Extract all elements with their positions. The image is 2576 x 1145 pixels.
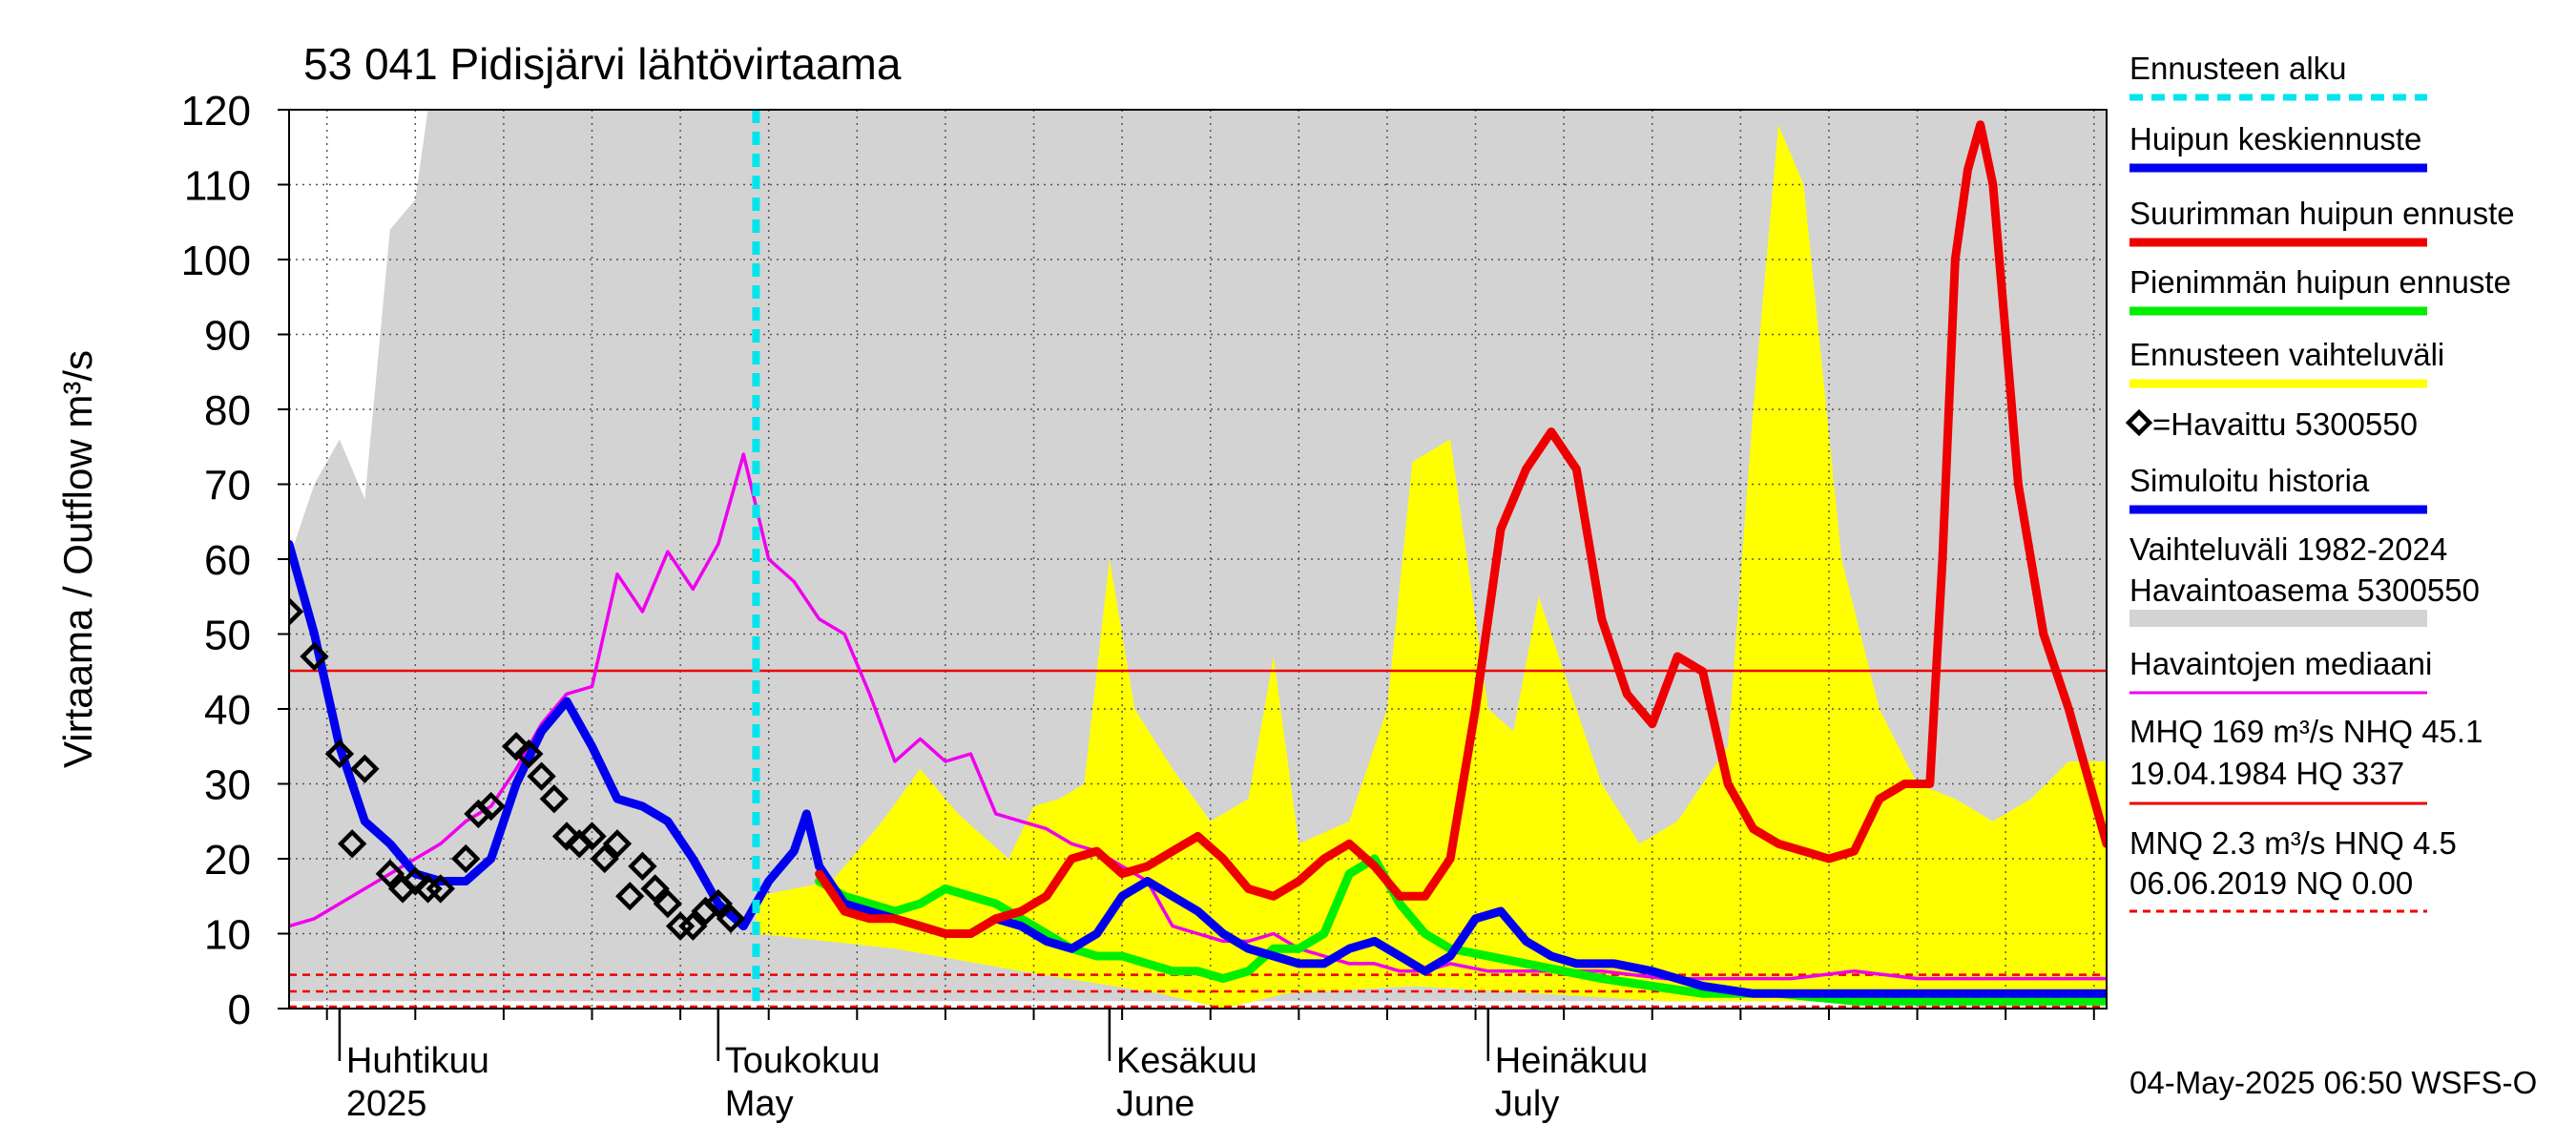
observed-point bbox=[678, 911, 708, 941]
observed-point bbox=[615, 882, 645, 911]
y-tick-label: 60 bbox=[204, 537, 251, 584]
legend-item: Pienimmän huipun ennuste bbox=[2129, 264, 2511, 316]
observed-point bbox=[476, 791, 506, 822]
legend-item: Vaihteluväli 1982-2024 bbox=[2129, 531, 2447, 567]
legend-label: Suurimman huipun ennuste bbox=[2129, 196, 2515, 231]
observed-point bbox=[602, 829, 633, 859]
legend-item: MHQ 169 m³/s NHQ 45.1 bbox=[2129, 714, 2483, 749]
legend-label: Havaintojen mediaani bbox=[2129, 646, 2432, 681]
y-tick-label: 10 bbox=[204, 912, 251, 959]
observed-point bbox=[289, 596, 304, 627]
plot-area bbox=[289, 110, 2107, 1009]
observed-point bbox=[451, 843, 481, 874]
observed-point bbox=[324, 739, 355, 769]
y-tick-label: 0 bbox=[228, 987, 251, 1033]
series-median bbox=[289, 452, 2107, 981]
legend-item: MNQ 2.3 m³/s HNQ 4.5 bbox=[2129, 825, 2457, 861]
series-max-peak bbox=[815, 120, 2107, 938]
y-tick-label: 120 bbox=[181, 88, 251, 135]
y-tick-label: 100 bbox=[181, 238, 251, 284]
legend-item: 06.06.2019 NQ 0.00 bbox=[2129, 865, 2427, 913]
observed-point bbox=[716, 904, 746, 933]
legend-label: MHQ 169 m³/s NHQ 45.1 bbox=[2129, 714, 2483, 749]
y-tick-label: 70 bbox=[204, 463, 251, 510]
legend-label: Ennusteen vaihteluväli bbox=[2129, 337, 2444, 372]
legend-label: Pienimmän huipun ennuste bbox=[2129, 264, 2511, 300]
observed-point bbox=[703, 888, 733, 919]
observed-point bbox=[426, 874, 455, 904]
series-min-peak bbox=[815, 854, 2107, 1006]
observed-point bbox=[539, 784, 569, 814]
observed-point bbox=[577, 822, 607, 851]
legend-label: =Havaittu 5300550 bbox=[2152, 406, 2418, 442]
forecast-range-band bbox=[756, 124, 2107, 1009]
legend-label: 06.06.2019 NQ 0.00 bbox=[2129, 865, 2413, 901]
observed-point bbox=[350, 754, 380, 783]
legend: Ennusteen alku Huipun keskiennuste Suurimm… bbox=[2125, 51, 2515, 913]
y-tick-label: 90 bbox=[204, 313, 251, 360]
month-label: Toukokuu bbox=[725, 1041, 881, 1081]
month-sublabel: May bbox=[725, 1084, 794, 1124]
month-label: Kesäkuu bbox=[1116, 1041, 1257, 1081]
legend-item: =Havaittu 5300550 bbox=[2125, 406, 2418, 442]
month-sublabel: July bbox=[1495, 1084, 1560, 1124]
observed-point bbox=[590, 843, 619, 874]
month-label: Heinäkuu bbox=[1495, 1041, 1649, 1081]
month-label: Huhtikuu bbox=[346, 1041, 489, 1081]
y-tick-label: 110 bbox=[184, 163, 251, 210]
observed-point bbox=[401, 866, 430, 896]
observed-point bbox=[514, 739, 544, 769]
observed-point bbox=[501, 732, 531, 761]
month-sublabel: 2025 bbox=[346, 1084, 427, 1124]
chart-title: 53 041 Pidisjärvi lähtövirtaama bbox=[303, 39, 902, 89]
footer-timestamp: 04-May-2025 06:50 WSFS-O bbox=[2129, 1065, 2537, 1100]
series-simulated bbox=[289, 539, 824, 931]
legend-item: 19.04.1984 HQ 337 bbox=[2129, 756, 2427, 805]
observed-point bbox=[527, 761, 556, 791]
legend-item: Havaintoasema 5300550 bbox=[2129, 572, 2480, 627]
legend-swatch bbox=[2129, 610, 2427, 627]
legend-label: Vaihteluväli 1982-2024 bbox=[2129, 531, 2447, 567]
y-axis-label: Virtaama / Outflow m³/s bbox=[55, 350, 100, 768]
y-tick-label: 20 bbox=[204, 837, 251, 884]
observed-point bbox=[628, 851, 657, 882]
y-tick-label: 80 bbox=[204, 387, 251, 434]
legend-item: Simuloitu historia bbox=[2129, 463, 2427, 514]
legend-item: Suurimman huipun ennuste bbox=[2129, 196, 2515, 247]
y-tick-label: 30 bbox=[204, 762, 251, 809]
y-tick-label: 40 bbox=[204, 687, 251, 734]
legend-item: Ennusteen alku bbox=[2129, 51, 2427, 101]
y-tick-label: 50 bbox=[204, 613, 251, 659]
observed-point bbox=[640, 874, 670, 904]
observed-point bbox=[300, 641, 329, 672]
observed-point bbox=[375, 859, 405, 888]
legend-item: Huipun keskiennuste bbox=[2129, 121, 2427, 173]
legend-label: MNQ 2.3 m³/s HNQ 4.5 bbox=[2129, 825, 2457, 861]
legend-label: Ennusteen alku bbox=[2129, 51, 2347, 86]
axes: 0 10 20 30 40 50 60 70 80 90 100 110 120 Huhtikuu2025… bbox=[181, 88, 2108, 1124]
legend-item: Ennusteen vaihteluväli bbox=[2129, 337, 2444, 388]
legend-label: 19.04.1984 HQ 337 bbox=[2129, 756, 2404, 791]
legend-label: Simuloitu historia bbox=[2129, 463, 2370, 498]
legend-diamond-icon bbox=[2125, 408, 2153, 437]
month-sublabel: June bbox=[1116, 1084, 1195, 1124]
legend-label: Havaintoasema 5300550 bbox=[2129, 572, 2480, 608]
observed-point bbox=[551, 822, 582, 851]
observed-point bbox=[337, 829, 367, 859]
legend-item: Havaintojen mediaani bbox=[2129, 646, 2432, 695]
observed-point bbox=[653, 888, 683, 919]
legend-label: Huipun keskiennuste bbox=[2129, 121, 2421, 156]
